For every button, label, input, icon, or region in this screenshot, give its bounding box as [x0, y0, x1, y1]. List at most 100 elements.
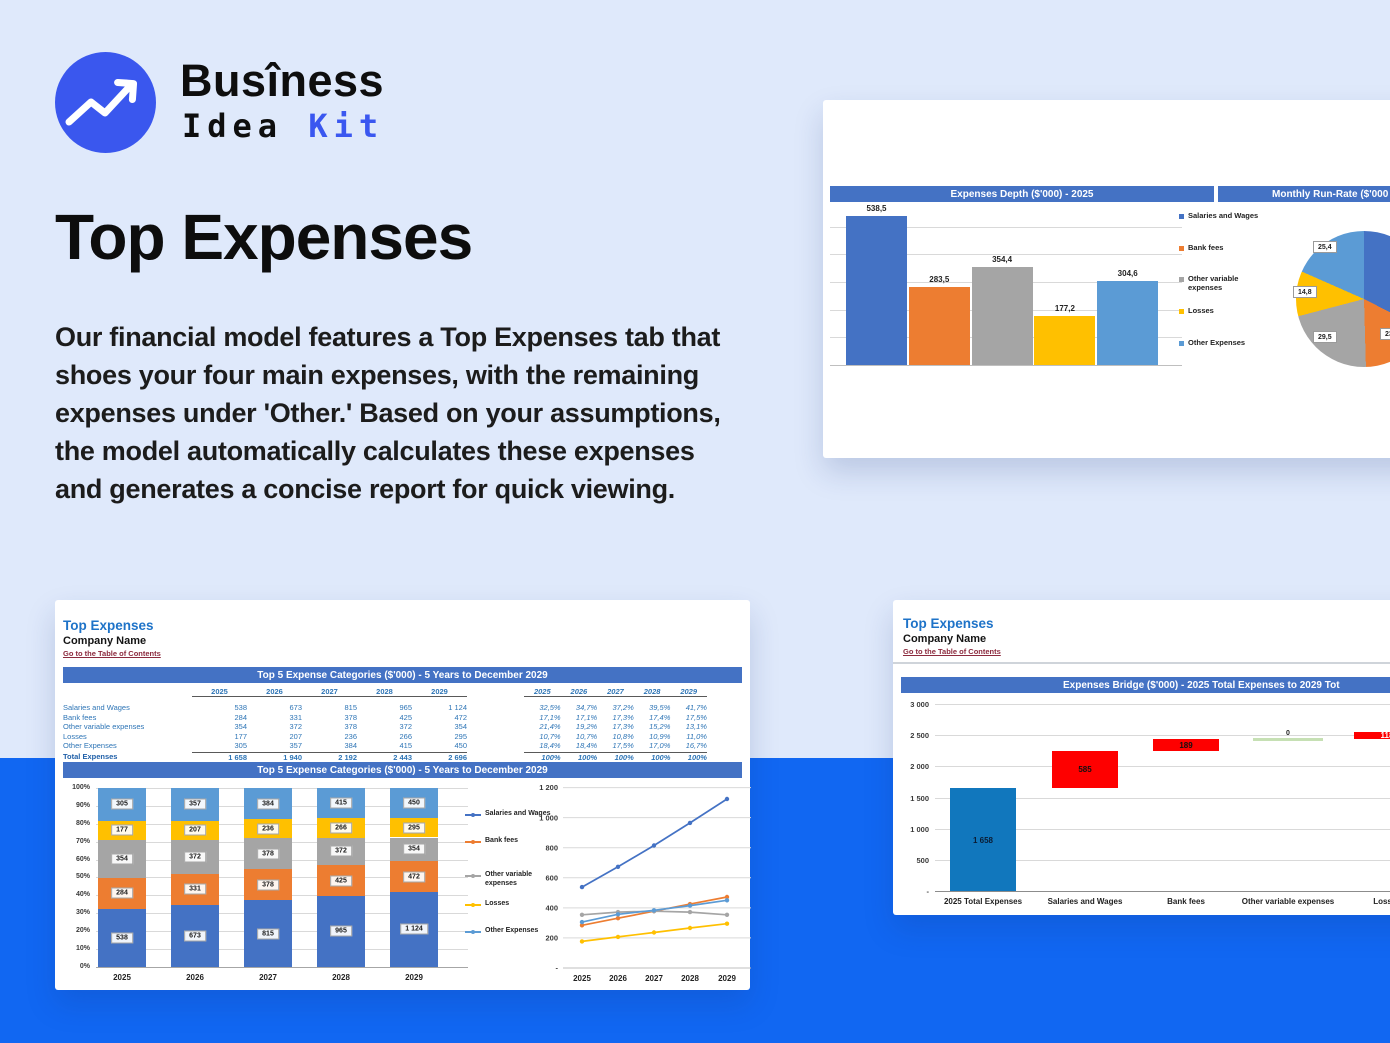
legend-dot-icon	[471, 813, 475, 817]
cell-percent: 15,2%	[649, 722, 671, 732]
depth-bar-chart: 538,5 283,5 354,4 177,2 304,6	[830, 201, 1185, 379]
y-axis-tick: 3 000	[910, 700, 929, 709]
segment-value-label: 354	[111, 853, 133, 865]
segment-value-label: 1 124	[400, 923, 428, 935]
pie-slice-label: 25,4	[1313, 241, 1337, 253]
cell-value: 305	[234, 741, 247, 751]
cell-percent: 41,7%	[685, 703, 707, 713]
legend-marker-icon	[1179, 246, 1184, 251]
table-of-contents-link[interactable]: Go to the Table of Contents	[63, 649, 161, 658]
table-header-row: 2025 2026 2027 2028 2029 2025 2026 2027 2028 2029	[63, 686, 742, 698]
cell-value: 415	[399, 741, 412, 751]
x-axis-label: 2025 Total Expenses	[943, 897, 1023, 907]
y-axis-tick: 2 000	[910, 762, 929, 772]
cell-value: 472	[454, 712, 467, 722]
segment-value-label: 177	[111, 824, 133, 836]
cell-percent: 10,7%	[575, 731, 598, 741]
gridline	[935, 766, 1390, 768]
y-axis-tick: 600	[545, 873, 558, 882]
cell-percent: 2025	[524, 687, 561, 697]
gridline	[935, 704, 1390, 705]
logo-icon	[55, 52, 156, 153]
data-point	[651, 930, 657, 935]
legend-dot-icon	[471, 840, 475, 844]
row-label: Losses	[63, 731, 87, 741]
data-point	[651, 908, 657, 913]
x-axis-label: 2025	[113, 972, 131, 982]
chart-section-title: Top 5 Expense Categories ($'000) - 5 Yea…	[63, 762, 742, 778]
data-point	[724, 912, 730, 917]
data-point	[687, 820, 693, 826]
cell-value: 965	[399, 703, 412, 713]
cell-percent: 34,7%	[575, 703, 598, 713]
y-axis-tick: 2 500	[910, 731, 929, 741]
legend-line-icon	[465, 874, 481, 878]
cell-value: 236	[344, 731, 357, 741]
cell-percent: 16,7%	[685, 741, 707, 751]
bar-value-label: 177,2	[1054, 304, 1075, 313]
table-section-title: Top 5 Expense Categories ($'000) - 5 Yea…	[63, 667, 742, 683]
cell-percent: 19,2%	[575, 722, 598, 732]
segment-value-label: 331	[184, 883, 206, 895]
page-description: Our financial model features a Top Expen…	[55, 322, 721, 504]
cell-percent: 11,0%	[686, 731, 707, 741]
data-point	[579, 884, 585, 890]
cell-percent: 17,3%	[612, 712, 634, 722]
legend-label: Losses	[1188, 306, 1214, 315]
cell-value: 2025	[192, 687, 247, 697]
segment-value-label: 472	[403, 871, 425, 882]
legend-marker-icon	[1179, 341, 1184, 346]
legend-line-icon	[465, 930, 481, 934]
y-axis-tick: 30%	[75, 909, 90, 917]
segment-value-label: 425	[330, 875, 352, 887]
expenses-depth-card: Expenses Depth ($'000) - 2025 Monthly Ru…	[823, 100, 1390, 458]
y-axis-tick: 1 500	[910, 793, 929, 803]
x-axis	[830, 365, 1182, 366]
cell-percent: 17,4%	[649, 712, 671, 722]
x-axis-label: 2028	[681, 974, 699, 983]
cell-percent: 2029	[670, 687, 707, 697]
segment-value-label: 815	[257, 928, 279, 939]
table-row: Other Expenses 305 357 384 415 450 18,4% 18,4% 1…	[63, 741, 742, 751]
legend-item: Losses	[1179, 306, 1268, 316]
cell-value: 384	[344, 741, 357, 751]
x-axis-label: 2026	[609, 974, 627, 983]
cell-percent: 100%	[633, 751, 671, 762]
y-axis-tick: 40%	[75, 891, 90, 899]
segment-value-label: 207	[184, 824, 206, 836]
x-axis-label: 2029	[405, 972, 423, 982]
cell-value: 331	[289, 712, 302, 722]
legend-marker-icon	[1179, 309, 1184, 314]
segment-value-label: 236	[257, 823, 279, 835]
x-axis-label: Other variable expenses	[1241, 897, 1335, 907]
segment-value-label: 372	[330, 845, 352, 857]
table-row: Salaries and Wages 538 673 815 965 1 124 32,5%…	[63, 703, 742, 713]
table-row: Bank fees 284 331 378 425 472 17,1% 17,1% 17,3% 1…	[63, 713, 742, 723]
cell-percent: 13,1%	[685, 722, 707, 732]
y-axis-tick: 1 200	[539, 783, 558, 792]
legend-item: Salaries and Wages	[465, 810, 557, 819]
data-point	[615, 912, 621, 917]
data-point	[651, 843, 657, 848]
pie-slice-label: 14,8	[1293, 286, 1317, 298]
table-of-contents-link[interactable]: Go to the Table of Contents	[903, 647, 1001, 656]
cell-value: 2 443	[357, 751, 412, 762]
gridline	[935, 828, 1390, 830]
cell-percent: 2026	[560, 687, 598, 697]
legend-marker-icon	[1179, 214, 1184, 219]
stacked-bar-chart: 100% 90% 80% 70% 60% 50% 40% 30% 20% 10% 0% 538 284 3…	[60, 783, 472, 990]
data-point	[615, 916, 621, 921]
y-axis-tick: 20%	[75, 927, 90, 934]
cell-percent: 10,7%	[539, 731, 561, 741]
waterfall-chart: 3 000 2 500 2 000 1 500 1 000 500 - 1 658 2025 T…	[903, 700, 1390, 912]
data-point	[579, 939, 585, 944]
y-axis-tick: 50%	[75, 873, 90, 881]
cell-percent: 17,5%	[612, 741, 634, 751]
segment-value-label: 965	[330, 925, 352, 937]
cell-percent: 100%	[560, 751, 598, 762]
y-axis-tick: -	[926, 887, 930, 897]
legend-item: Other variable expenses	[1179, 274, 1268, 292]
y-axis-tick: 400	[545, 903, 558, 912]
legend-label: Other variable expenses	[485, 871, 533, 887]
segment-value-label: 372	[184, 851, 206, 863]
